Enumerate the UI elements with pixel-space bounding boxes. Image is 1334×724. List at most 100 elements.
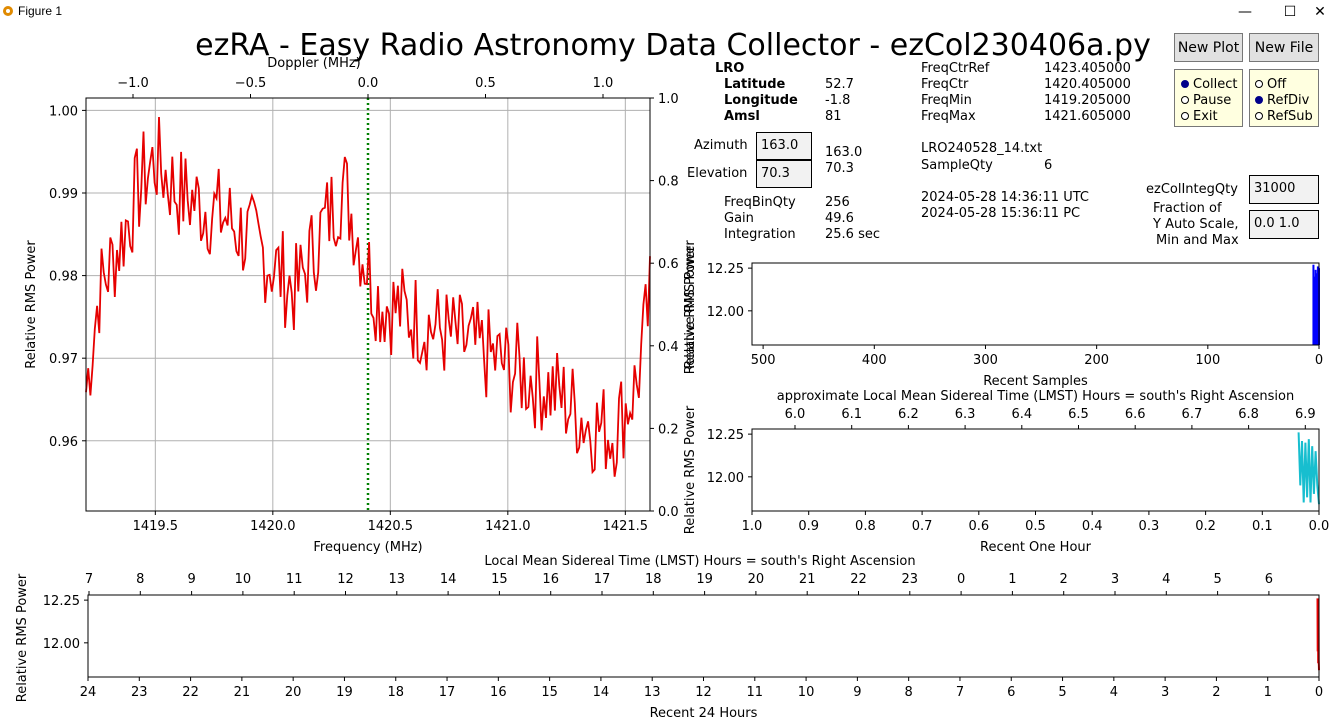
spectrum-y-tick-label: 0.96 [49, 435, 78, 450]
day-x-tick-label: 22 [182, 685, 199, 700]
day-x-tick-label: 16 [490, 685, 507, 700]
hour-x-axis-label: Recent One Hour [980, 540, 1092, 555]
samples-x-tick-label: 100 [1195, 353, 1220, 368]
gain-value: 49.6 [825, 211, 854, 226]
day-top-tick-label: 6 [1265, 572, 1273, 587]
mode-option-label: Exit [1193, 108, 1218, 124]
utc-time: 2024-05-28 14:36:11 UTC [921, 190, 1089, 205]
elevation-label: Elevation [687, 166, 748, 181]
new-plot-button[interactable]: New Plot [1174, 33, 1243, 62]
hour-plot-frame [751, 428, 1320, 512]
ref-option-off[interactable]: Off [1255, 76, 1318, 92]
amsl-value: 81 [825, 109, 842, 124]
day-top-tick-label: 8 [136, 572, 144, 587]
day-top-tick-label: 23 [902, 572, 919, 587]
ref-radio-group: Off RefDiv RefSub [1249, 69, 1319, 127]
amsl-label: Amsl [724, 109, 760, 124]
samples-x-tick-label: 300 [973, 353, 998, 368]
day-top-tick-label: 1 [1008, 572, 1016, 587]
integqty-input[interactable]: 31000 [1249, 175, 1319, 204]
day-x-tick-label: 4 [1110, 685, 1118, 700]
day-top-tick-label: 16 [542, 572, 559, 587]
integqty-label: ezColIntegQty [1146, 182, 1238, 197]
latitude-value: 52.7 [825, 77, 854, 92]
freqctrref-value: 1423.405000 [1044, 61, 1131, 76]
ref-option-label: RefDiv [1267, 92, 1310, 108]
spectrum-right-tick-label: 0.6 [658, 257, 679, 272]
spectrum-y-tick-label: 0.98 [49, 270, 78, 285]
ref-option-refsub[interactable]: RefSub [1255, 108, 1318, 124]
day-top-tick-label: 17 [594, 572, 611, 587]
hour-y-axis-label: Relative RMS Power [683, 405, 698, 534]
close-icon[interactable]: ✕ [1314, 4, 1326, 20]
autoscale-input[interactable]: 0.0 1.0 [1249, 210, 1319, 239]
spectrum-x-axis-label: Frequency (MHz) [313, 540, 422, 555]
day-x-tick-label: 1 [1264, 685, 1272, 700]
day-y-axis-label: Relative RMS Power [15, 573, 30, 702]
mode-option-label: Pause [1193, 92, 1232, 108]
day-x-tick-label: 3 [1161, 685, 1169, 700]
day-y-tick-label: 12.25 [43, 594, 80, 609]
hour-x-tick-label: 0.2 [1195, 519, 1216, 534]
latitude-label: Latitude [724, 77, 786, 92]
spectrum-x-tick-label: 1420.5 [368, 519, 414, 534]
autoscale-label-3: Min and Max [1156, 233, 1239, 248]
hour-top-tick-label: 6.8 [1238, 407, 1259, 422]
gain-label: Gain [724, 211, 754, 226]
spectrum-plot-frame [85, 97, 651, 512]
elevation-input[interactable]: 70.3 [756, 160, 812, 188]
doppler-x-tick-label: −1.0 [117, 76, 149, 91]
spectrum-right-tick-label: 0.8 [658, 175, 679, 190]
doppler-x-tick-label: 1.0 [593, 76, 614, 91]
autoscale-label-2: Y Auto Scale, [1153, 217, 1239, 232]
day-top-tick-label: 21 [799, 572, 816, 587]
samples-y-tick-label: 12.25 [707, 262, 744, 277]
maximize-icon[interactable]: ☐ [1283, 4, 1297, 20]
day-top-tick-label: 0 [957, 572, 965, 587]
hour-top-tick-label: 6.0 [785, 407, 806, 422]
day-x-tick-label: 11 [747, 685, 764, 700]
day-x-tick-label: 12 [695, 685, 712, 700]
spectrum-x-tick-label: 1421.0 [485, 519, 531, 534]
hour-x-tick-label: 0.0 [1309, 519, 1330, 534]
azimuth-value: 163.0 [825, 145, 863, 160]
spectrum-right-tick-label: 0.2 [658, 422, 679, 437]
day-top-tick-label: 19 [696, 572, 713, 587]
hour-x-tick-label: 0.6 [968, 519, 989, 534]
day-top-tick-label: 15 [491, 572, 508, 587]
azimuth-input[interactable]: 163.0 [756, 132, 812, 160]
day-x-tick-label: 13 [644, 685, 661, 700]
mode-option-collect[interactable]: Collect [1181, 76, 1242, 92]
new-file-button[interactable]: New File [1249, 33, 1319, 62]
day-top-tick-label: 12 [337, 572, 354, 587]
radio-dot-icon [1181, 80, 1189, 88]
spectrum-right-axis-label: Relative RMS Power [683, 240, 698, 369]
mode-option-pause[interactable]: Pause [1181, 92, 1242, 108]
day-x-tick-label: 19 [336, 685, 353, 700]
hour-top-tick-label: 6.1 [841, 407, 862, 422]
doppler-x-tick-label: 0.5 [475, 76, 496, 91]
radio-dot-icon [1255, 96, 1263, 104]
radio-dot-icon [1181, 112, 1189, 120]
hour-y-tick-label: 12.00 [707, 471, 744, 486]
day-x-tick-label: 0 [1315, 685, 1323, 700]
ref-option-refdiv[interactable]: RefDiv [1255, 92, 1318, 108]
day-top-tick-label: 4 [1162, 572, 1170, 587]
doppler-x-tick-label: −0.5 [235, 76, 267, 91]
samples-bar [1312, 264, 1315, 345]
minimize-icon[interactable]: — [1238, 4, 1252, 20]
elevation-value: 70.3 [825, 161, 854, 176]
mode-radio-group: Collect Pause Exit [1174, 69, 1243, 127]
hour-x-tick-label: 0.5 [1025, 519, 1046, 534]
samples-bar [1316, 266, 1319, 345]
samples-x-tick-label: 500 [751, 353, 776, 368]
station-name: LRO [715, 61, 745, 76]
day-x-tick-label: 21 [234, 685, 251, 700]
freqbinqty-label: FreqBinQty [724, 195, 796, 210]
day-top-tick-label: 18 [645, 572, 662, 587]
hour-series-line [1297, 432, 1320, 505]
mode-option-exit[interactable]: Exit [1181, 108, 1242, 124]
spectrum-y-tick-label: 1.00 [49, 104, 78, 119]
sampleqty-label: SampleQty [921, 158, 993, 173]
